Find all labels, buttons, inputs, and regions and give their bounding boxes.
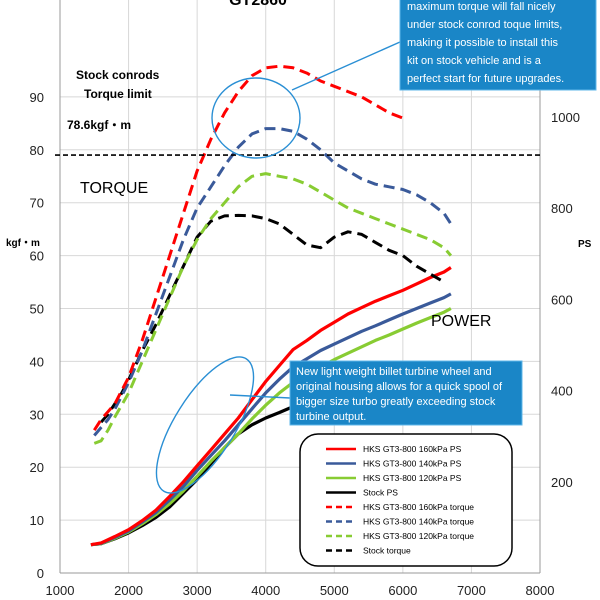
legend-entry: Stock torque <box>363 546 411 556</box>
series-line-5 <box>93 64 404 432</box>
highlight-circle-top <box>211 77 301 159</box>
right-axis-label: PS <box>578 239 592 250</box>
legend-entry: HKS GT3-800 140kPa torque <box>363 517 474 527</box>
y-left-tick-label: 50 <box>30 302 44 317</box>
callout-bottom-line-3: bigger size turbo greatly exceeding stoc… <box>296 396 496 408</box>
y-right-tick-label: 1000 <box>551 110 580 125</box>
callout-top-line-4: kit on stock vehicle and is a <box>407 55 542 67</box>
series-line-8 <box>99 213 445 424</box>
callout-top-line-1: maximum torque will fall nicely <box>407 1 556 13</box>
highlight-ellipse-bottom <box>155 356 255 494</box>
torque-limit-value: 78.6kgf・m <box>67 118 131 132</box>
legend-entry: HKS GT3-800 160kPa torque <box>363 502 474 512</box>
torque-label: TORQUE <box>80 180 148 197</box>
series-line-1 <box>90 266 452 547</box>
left-axis-label: kgf・m <box>6 238 40 249</box>
y-left-tick-label: 80 <box>30 143 44 158</box>
x-tick-label: 6000 <box>388 583 417 598</box>
x-tick-label: 8000 <box>526 583 555 598</box>
legend: HKS GT3-800 160kPa PS HKS GT3-800 140kPa … <box>326 444 474 556</box>
x-tick-label: 2000 <box>114 583 143 598</box>
tick-labels: 1000 2000 3000 4000 5000 6000 7000 8000 0 10 20 30 4… <box>30 90 580 598</box>
callout-pointer-top <box>291 41 401 91</box>
callout-box-bottom <box>289 360 523 426</box>
legend-box <box>299 433 513 567</box>
x-tick-label: 7000 <box>457 583 486 598</box>
y-left-tick-label: 20 <box>30 460 44 475</box>
callout-bottom-line-2: original housing allows for a quick spoo… <box>296 381 503 393</box>
y-left-tick-label: 70 <box>30 196 44 211</box>
y-right-tick-label: 800 <box>551 201 573 216</box>
y-right-tick-label: 200 <box>551 475 573 490</box>
callout-top-line-2: under stock conrod toque limits, <box>407 19 562 31</box>
x-tick-label: 4000 <box>251 583 280 598</box>
legend-entry: HKS GT3-800 160kPa PS <box>363 444 462 454</box>
y-left-tick-label: 30 <box>30 407 44 422</box>
series-line-6 <box>93 127 453 437</box>
series-line-7 <box>93 172 453 445</box>
torque-limit-label-1: Stock conrods <box>76 68 160 82</box>
legend-entry: Stock PS <box>363 488 398 498</box>
callout-box-top <box>399 0 597 91</box>
power-label: POWER <box>431 313 491 330</box>
series-line-3 <box>90 307 452 547</box>
callout-bottom-line-4: turbine output. <box>296 411 366 423</box>
y-left-tick-label: 40 <box>30 354 44 369</box>
legend-entry: HKS GT3-800 120kPa torque <box>363 531 474 541</box>
callout-pointer-bottom <box>229 394 291 399</box>
x-tick-label: 1000 <box>46 583 75 598</box>
x-tick-label: 3000 <box>183 583 212 598</box>
torque-limit-label-2: Torque limit <box>84 87 152 101</box>
y-right-tick-label: 400 <box>551 384 573 399</box>
y-left-tick-label: 90 <box>30 90 44 105</box>
callout-bottom-line-1: New light weight billet turbine wheel an… <box>296 366 492 378</box>
callout-top-line-5: perfect start for future upgrades. <box>407 73 564 85</box>
legend-entry: HKS GT3-800 120kPa PS <box>363 473 462 483</box>
legend-entry: HKS GT3-800 140kPa PS <box>363 459 462 469</box>
chart-title: GT2860 <box>229 0 287 9</box>
callout-top-line-3: making it possible to install this <box>407 37 559 49</box>
y-left-tick-label: 0 <box>37 566 44 581</box>
x-tick-label: 5000 <box>320 583 349 598</box>
y-left-tick-label: 10 <box>30 513 44 528</box>
y-right-tick-label: 600 <box>551 292 573 307</box>
y-left-tick-label: 60 <box>30 249 44 264</box>
